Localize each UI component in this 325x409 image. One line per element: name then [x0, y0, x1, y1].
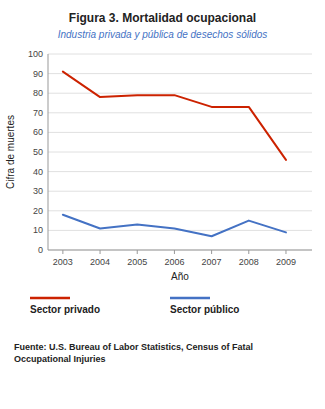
lines: [63, 72, 286, 237]
x-axis-label: Año: [171, 271, 189, 282]
title: Figura 3. Mortalidad ocupacional: [69, 11, 256, 25]
x-axis: [48, 250, 312, 251]
x-tick-label: 2007: [202, 257, 222, 267]
y-tick-label: 70: [33, 108, 43, 118]
y-tick-label: 100: [28, 49, 43, 59]
x-tick-label: 2008: [239, 257, 259, 267]
x-tick: [211, 250, 212, 254]
chart: Figura 3. Mortalidad ocupacional Industri…: [0, 0, 325, 409]
legend-swatch: [170, 297, 210, 300]
x-tick: [62, 250, 63, 254]
x-tick-label: 2009: [276, 257, 296, 267]
y-tick-label: 60: [33, 127, 43, 137]
x-tick: [285, 250, 286, 254]
grid-line: [48, 171, 312, 172]
x-tick: [174, 250, 175, 254]
legend-swatch: [30, 297, 70, 300]
grid-line: [48, 132, 312, 133]
subtitle: Industria privada y pública de desechos …: [58, 29, 268, 40]
x-tick: [100, 250, 101, 254]
grid-line: [48, 191, 312, 192]
x-tick-label: 2004: [90, 257, 110, 267]
grid-line: [48, 93, 312, 94]
legend-label: Sector privado: [30, 304, 100, 315]
series-line: [63, 72, 286, 160]
grid-line: [48, 73, 312, 74]
x-tick-label: 2006: [164, 257, 184, 267]
y-tick-label: 80: [33, 88, 43, 98]
y-tick-label: 20: [33, 206, 43, 216]
source-note: Fuente: U.S. Bureau of Labor Statistics,…: [14, 342, 253, 364]
series-line: [63, 215, 286, 237]
grid-line: [48, 210, 312, 211]
grid-line: [48, 250, 312, 251]
grid-line: [48, 54, 312, 55]
x-tick-label: 2003: [53, 257, 73, 267]
grid: [48, 54, 312, 250]
y-tick-label: 90: [33, 69, 43, 79]
y-tick-label: 50: [33, 147, 43, 157]
x-tick-label: 2005: [127, 257, 147, 267]
y-tick-label: 0: [38, 245, 43, 255]
y-tick-label: 30: [33, 186, 43, 196]
y-axis-label: Cifra de muertes: [5, 115, 16, 189]
legend: Sector privado Sector público: [30, 298, 239, 315]
grid-line: [48, 152, 312, 153]
y-tick-label: 40: [33, 167, 43, 177]
y-axis: [48, 54, 49, 250]
legend-label: Sector público: [170, 304, 239, 315]
x-tick: [137, 250, 138, 254]
grid-line: [48, 112, 312, 113]
y-tick-label: 10: [33, 225, 43, 235]
x-tick: [248, 250, 249, 254]
